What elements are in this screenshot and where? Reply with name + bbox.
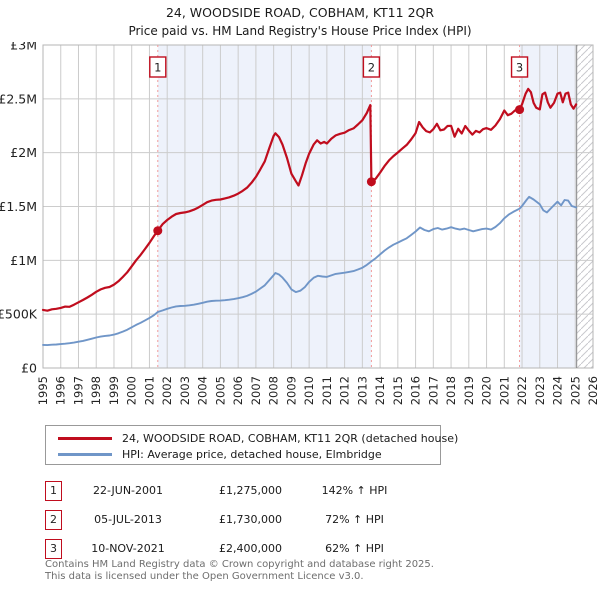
svg-text:2004: 2004	[196, 376, 210, 405]
transaction-marker-1: 1	[45, 480, 62, 501]
y-axis-labels: £0 £500K £1M £1.5M £2M £2.5M £3M	[0, 38, 38, 376]
transaction-price: £1,275,000	[219, 484, 282, 497]
footer-line-2: This data is licensed under the Open Gov…	[45, 570, 364, 582]
transaction-date: 22-JUN-2001	[92, 484, 164, 497]
legend-label-property: 24, WOODSIDE ROAD, COBHAM, KT11 2QR (det…	[122, 431, 459, 445]
transaction-marker-3: 3	[45, 538, 62, 559]
table-row: 1 22-JUN-2001 £1,275,000 142% ↑ HPI	[45, 476, 445, 505]
hpi-line-swatch	[58, 452, 112, 456]
chart-title-address: 24, WOODSIDE ROAD, COBHAM, KT11 2QR	[165, 5, 435, 20]
table-row: 2 05-JUL-2013 £1,730,000 72% ↑ HPI	[45, 505, 445, 534]
svg-text:2009: 2009	[284, 376, 298, 405]
chart-subtitle: Price paid vs. HM Land Registry's House …	[128, 24, 472, 38]
svg-text:2005: 2005	[213, 376, 227, 405]
svg-text:£2.5M: £2.5M	[0, 91, 37, 106]
transaction-price: £2,400,000	[219, 542, 282, 555]
transaction-price: £1,730,000	[219, 513, 282, 526]
svg-text:2016: 2016	[409, 376, 423, 405]
svg-text:2002: 2002	[160, 376, 174, 405]
transaction-marker-2: 2	[45, 509, 62, 530]
transaction-vs-hpi: 142% ↑ HPI	[321, 484, 388, 497]
transactions-table: 1 22-JUN-2001 £1,275,000 142% ↑ HPI 2 05…	[45, 476, 445, 563]
svg-text:2024: 2024	[551, 376, 565, 405]
transaction-date: 05-JUL-2013	[94, 513, 162, 526]
svg-text:£500K: £500K	[0, 307, 38, 322]
hpi-line	[42, 195, 578, 347]
svg-text:2012: 2012	[338, 376, 352, 405]
svg-text:2018: 2018	[444, 376, 458, 405]
svg-text:2026: 2026	[586, 376, 600, 405]
legend-label-hpi: HPI: Average price, detached house, Elmb…	[122, 447, 382, 461]
property-price-line	[41, 87, 578, 312]
svg-text:1996: 1996	[54, 376, 68, 405]
property-line-swatch	[58, 436, 112, 440]
x-axis-labels: 1995 1996 1997 1998 1999 2000 2001 2002 2003 2004…	[36, 376, 600, 405]
svg-text:2007: 2007	[249, 376, 263, 405]
svg-text:1997: 1997	[71, 376, 85, 405]
svg-text:2013: 2013	[355, 376, 369, 405]
svg-text:2015: 2015	[391, 376, 405, 405]
footer-line-1: Contains HM Land Registry data © Crown c…	[45, 559, 434, 570]
transaction-date: 10-NOV-2021	[91, 542, 165, 555]
svg-text:2010: 2010	[302, 376, 316, 405]
svg-text:2011: 2011	[320, 376, 334, 405]
svg-text:1998: 1998	[89, 376, 103, 405]
svg-text:2017: 2017	[426, 376, 440, 405]
price-chart: £0 £500K £1M £1.5M £2M £2.5M £3M 1995 1996 1997 19…	[0, 38, 600, 420]
copyright-footer: Contains HM Land Registry data © Crown c…	[45, 559, 434, 582]
sale-marker-box	[510, 56, 529, 78]
svg-text:£3M: £3M	[10, 42, 37, 53]
svg-text:2014: 2014	[373, 376, 387, 405]
sale-point	[515, 105, 525, 115]
svg-text:2019: 2019	[462, 376, 476, 405]
legend-row-hpi: HPI: Average price, detached house, Elmb…	[58, 446, 440, 462]
sale-marker-number: 3	[516, 61, 523, 75]
svg-text:2023: 2023	[533, 376, 547, 405]
svg-text:2020: 2020	[480, 376, 494, 405]
table-row: 3 10-NOV-2021 £2,400,000 62% ↑ HPI	[45, 534, 445, 563]
sale-marker-number: 1	[154, 61, 161, 75]
svg-text:2022: 2022	[515, 376, 529, 405]
svg-text:1999: 1999	[107, 376, 121, 405]
legend: 24, WOODSIDE ROAD, COBHAM, KT11 2QR (det…	[45, 425, 458, 465]
transaction-vs-hpi: 72% ↑ HPI	[325, 513, 384, 526]
svg-text:£0: £0	[21, 361, 37, 376]
svg-text:£1.5M: £1.5M	[0, 199, 37, 214]
svg-text:2008: 2008	[267, 376, 281, 405]
legend-row-property: 24, WOODSIDE ROAD, COBHAM, KT11 2QR (det…	[58, 430, 458, 446]
svg-text:1995: 1995	[36, 376, 50, 405]
transaction-vs-hpi: 62% ↑ HPI	[325, 542, 384, 555]
svg-text:2006: 2006	[231, 376, 245, 405]
sale-marker-box	[149, 56, 167, 78]
sale-point	[153, 226, 163, 236]
svg-text:2021: 2021	[497, 376, 511, 405]
sale-marker-number: 2	[368, 61, 375, 75]
svg-text:2003: 2003	[178, 376, 192, 405]
svg-text:£1M: £1M	[10, 253, 37, 268]
svg-text:2025: 2025	[568, 376, 582, 405]
plot-border	[42, 44, 594, 369]
svg-text:2000: 2000	[125, 376, 139, 405]
sale-marker-box	[362, 56, 381, 78]
svg-text:£2M: £2M	[10, 145, 37, 160]
price-chart-svg: £0 £500K £1M £1.5M £2M £2.5M £3M 1995 1996 1997 19…	[0, 38, 600, 406]
svg-text:2001: 2001	[142, 376, 156, 405]
sale-point	[366, 177, 376, 187]
